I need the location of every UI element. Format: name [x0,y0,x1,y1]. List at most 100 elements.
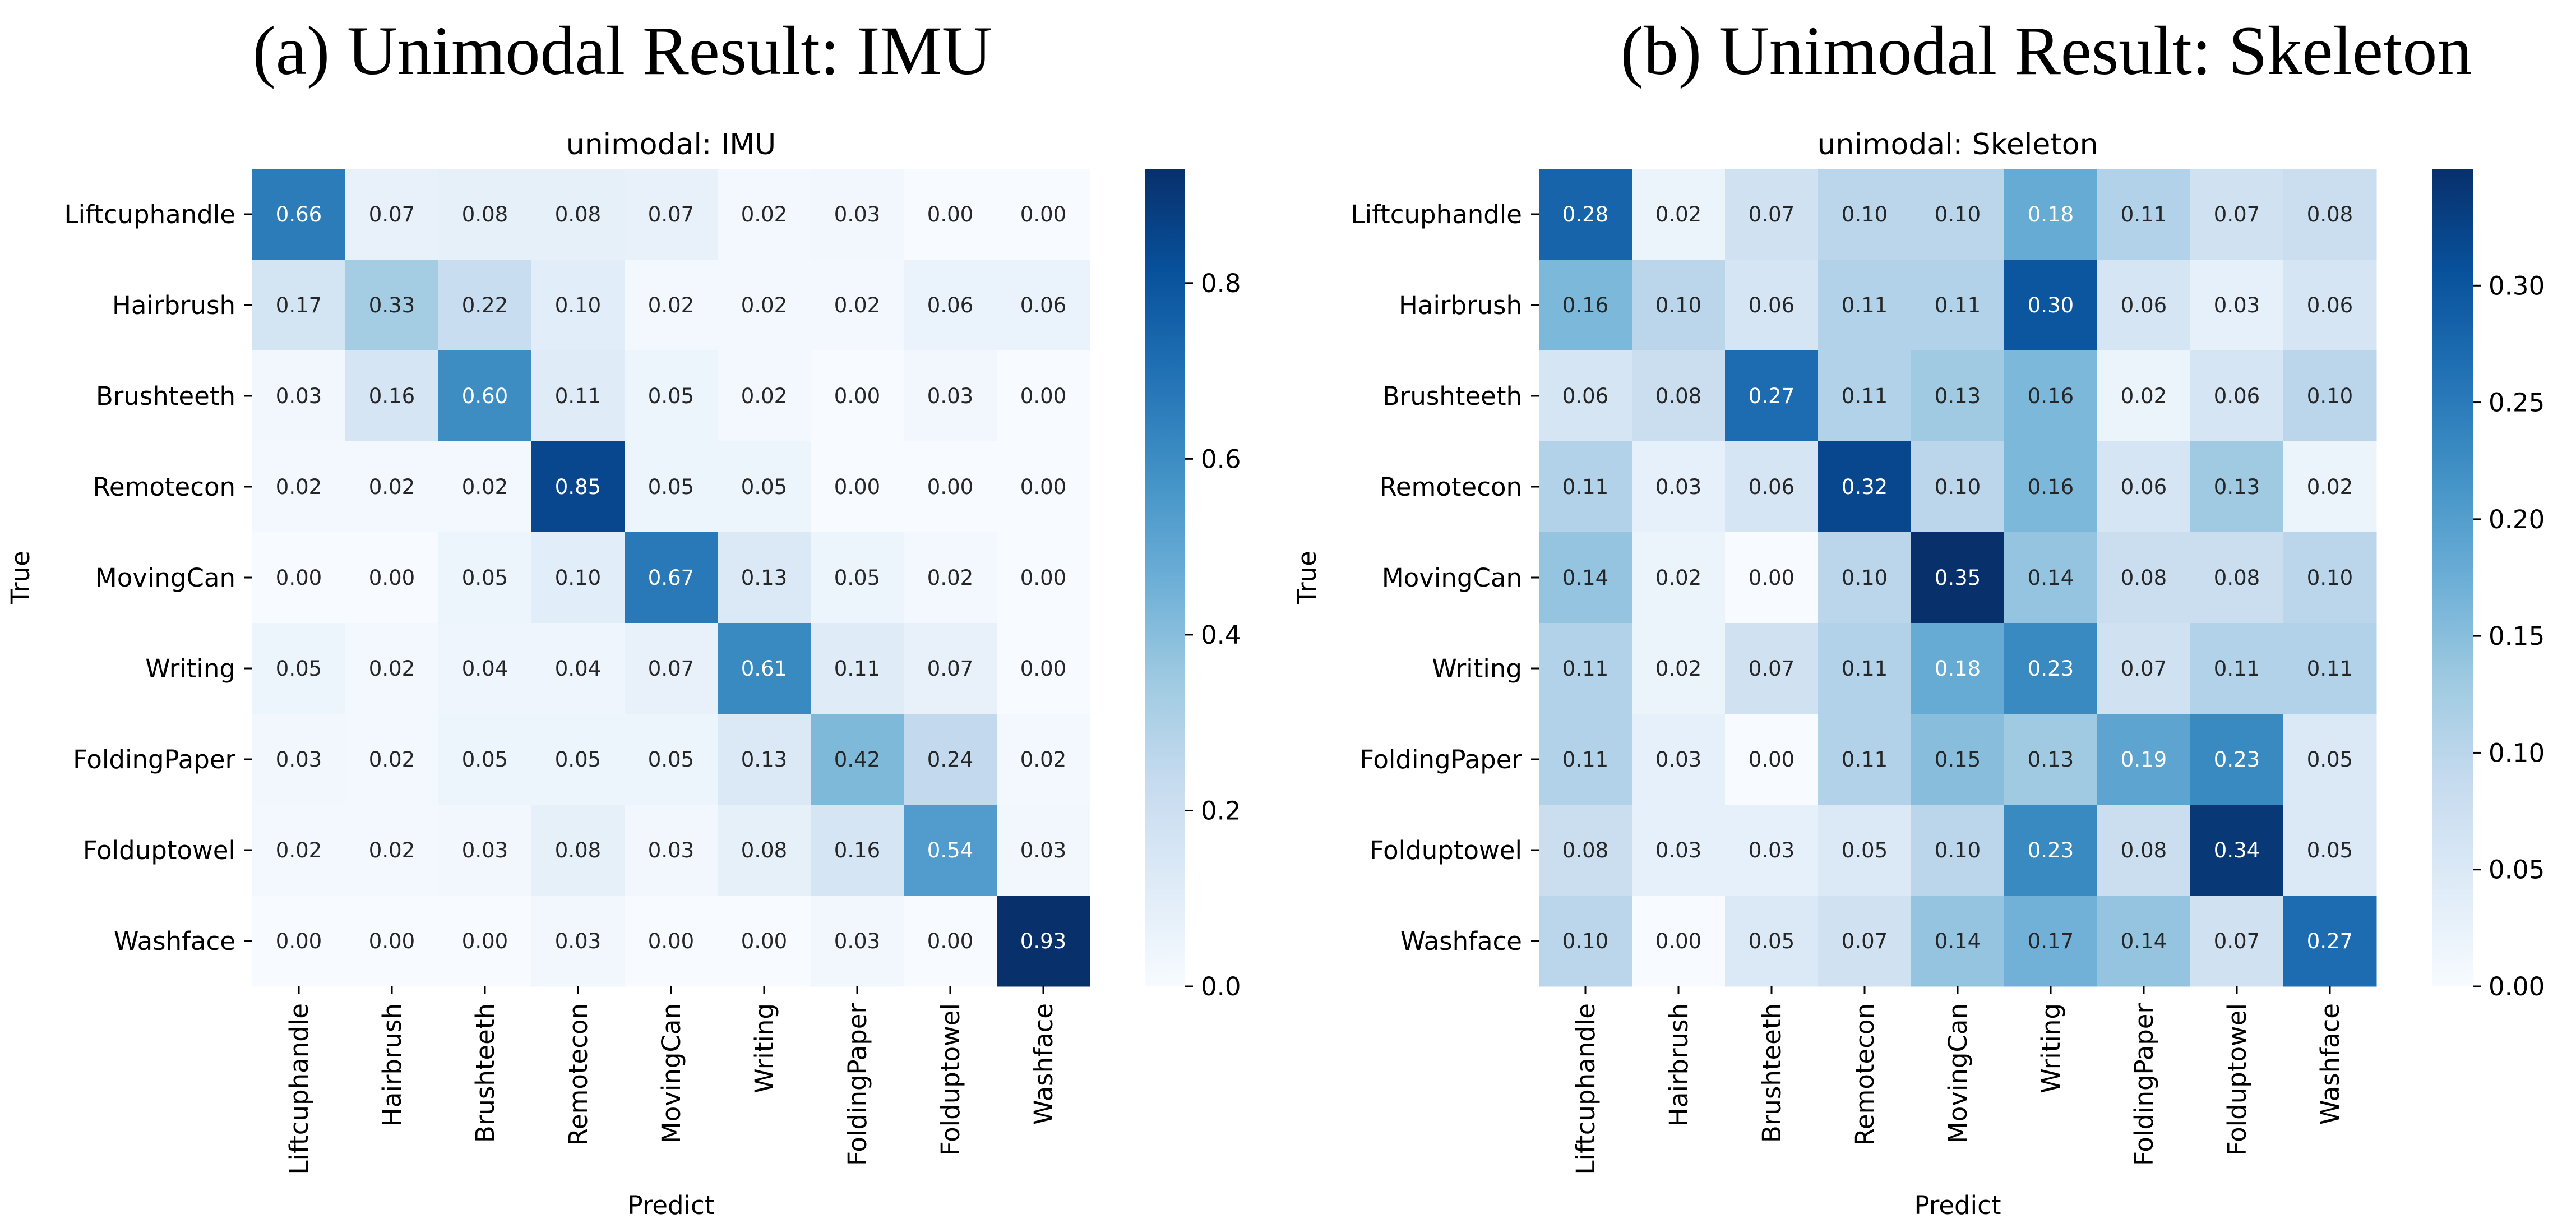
cell-value-r6-c4: 0.05 [648,747,694,772]
y-axis-label: True [1292,551,1322,605]
cell-value-r0-c6: 0.03 [834,202,880,227]
cell-value-r0-c2: 0.08 [462,202,508,227]
colorbar [1145,169,1185,986]
y-tick-label: MovingCan [95,563,235,593]
heatmap-cell-r7-c6 [2097,805,2191,896]
heatmap-cell-r3-c7 [904,441,997,533]
heatmap-cell-r2-c1 [345,350,439,442]
cell-value-r2-c3: 0.11 [1842,384,1888,408]
cell-value-r8-c7: 0.00 [927,929,973,953]
chart-title: unimodal: IMU [566,128,776,161]
cell-value-r3-c5: 0.05 [741,475,787,499]
cell-value-r3-c7: 0.13 [2214,475,2260,499]
cell-value-r2-c3: 0.11 [555,384,601,408]
heatmap-cell-r7-c7 [2190,805,2284,896]
heatmap-cell-r5-c0 [252,623,346,714]
x-tick-label: Liftcuphandle [1571,1003,1601,1174]
cell-value-r0-c1: 0.02 [1655,202,1701,227]
cell-value-r6-c6: 0.42 [834,747,880,772]
heatmap-cell-r2-c5 [2004,350,2098,442]
heatmap-cell-r5-c1 [345,623,439,714]
cell-value-r6-c6: 0.19 [2121,747,2167,772]
cell-value-r0-c4: 0.07 [648,202,694,227]
heatmap-cell-r7-c0 [252,805,346,896]
cell-value-r1-c4: 0.02 [648,293,694,317]
heatmap-cell-r2-c8 [2283,350,2377,442]
cell-value-r1-c7: 0.06 [927,293,973,317]
cell-value-r7-c1: 0.03 [1655,838,1701,862]
cell-value-r1-c0: 0.17 [276,293,322,317]
cell-value-r5-c8: 0.11 [2307,657,2353,681]
cell-value-r7-c2: 0.03 [1749,838,1795,862]
cell-value-r3-c6: 0.06 [2121,475,2167,499]
cell-value-r3-c8: 0.02 [2307,475,2353,499]
heatmap-cell-r3-c0 [252,441,346,533]
heatmap-cell-r3-c1 [345,441,439,533]
cell-value-r4-c6: 0.08 [2121,566,2167,590]
heatmap-cell-r3-c5 [2004,441,2098,533]
heatmap-cell-r8-c1 [345,896,439,987]
y-tick-label: Brushteeth [1382,381,1522,411]
x-tick-label: Writing [750,1003,779,1093]
heatmap-cell-r6-c3 [531,714,625,805]
heatmap-cell-r6-c1 [1632,714,1726,805]
heatmap-cell-r2-c0 [1539,350,1632,442]
heatmap-cell-r7-c2 [1725,805,1819,896]
x-tick-label: MovingCan [1943,1003,1973,1143]
cell-value-r3-c7: 0.00 [927,475,973,499]
cell-value-r8-c6: 0.14 [2121,929,2167,953]
cell-value-r4-c1: 0.00 [369,566,415,590]
heatmap-cell-r7-c4 [1911,805,2005,896]
cell-value-r1-c5: 0.02 [741,293,787,317]
heatmap-cell-r0-c8 [997,169,1090,260]
cell-value-r7-c7: 0.34 [2214,838,2260,862]
x-tick-label: Hairbrush [377,1003,407,1127]
x-tick-label: Folduptowel [2222,1003,2252,1156]
cell-value-r7-c6: 0.08 [2121,838,2167,862]
cell-value-r3-c2: 0.06 [1749,475,1795,499]
heatmap-cell-r5-c2 [438,623,532,714]
cell-value-r8-c0: 0.00 [276,929,322,953]
heatmap-cell-r4-c1 [1632,532,1726,624]
cell-value-r2-c5: 0.16 [2028,384,2074,408]
cell-value-r5-c6: 0.11 [834,657,880,681]
cell-value-r8-c8: 0.93 [1020,929,1066,953]
cell-value-r0-c7: 0.00 [927,202,973,227]
cell-value-r3-c1: 0.03 [1655,475,1701,499]
cell-value-r6-c5: 0.13 [741,747,787,772]
heatmap-cell-r5-c3 [531,623,625,714]
heatmap-cell-r4-c8 [2283,532,2377,624]
cell-value-r8-c2: 0.05 [1749,929,1795,953]
cell-value-r6-c0: 0.11 [1562,747,1608,772]
heatmap-cell-r6-c3 [1818,714,1912,805]
heatmap-cell-r1-c6 [811,260,904,351]
heatmap-cell-r1-c7 [2190,260,2284,351]
colorbar-tick-label: 0.8 [1201,269,1241,298]
cell-value-r6-c5: 0.13 [2028,747,2074,772]
cell-value-r6-c8: 0.02 [1020,747,1066,772]
colorbar-tick-label: 0.20 [2489,505,2545,534]
cell-value-r2-c7: 0.03 [927,384,973,408]
heatmap-cell-r4-c6 [2097,532,2191,624]
heatmap-cell-r8-c5 [718,896,811,987]
x-tick-label: FoldingPaper [843,1003,872,1166]
cell-value-r7-c7: 0.54 [927,838,973,862]
heatmap-cell-r2-c4 [625,350,718,442]
heatmap-cell-r1-c2 [438,260,532,351]
heatmap-cell-r2-c2 [438,350,532,442]
heatmap-cell-r1-c4 [625,260,718,351]
cell-value-r2-c4: 0.13 [1935,384,1981,408]
heatmap-cell-r6-c2 [438,714,532,805]
cell-value-r4-c3: 0.10 [555,566,601,590]
heatmap-cell-r2-c2 [1725,350,1819,442]
cell-value-r1-c6: 0.06 [2121,293,2167,317]
figure-title-right: (b) Unimodal Result: Skeleton [1621,12,2472,89]
heatmap-cell-r6-c8 [2283,714,2377,805]
cell-value-r2-c0: 0.06 [1562,384,1608,408]
heatmap-cell-r5-c7 [2190,623,2284,714]
cell-value-r2-c5: 0.02 [741,384,787,408]
cell-value-r4-c4: 0.35 [1935,566,1981,590]
colorbar-tick-label: 0.30 [2489,271,2545,301]
heatmap-cell-r1-c8 [997,260,1090,351]
heatmap-cell-r0-c4 [1911,169,2005,260]
